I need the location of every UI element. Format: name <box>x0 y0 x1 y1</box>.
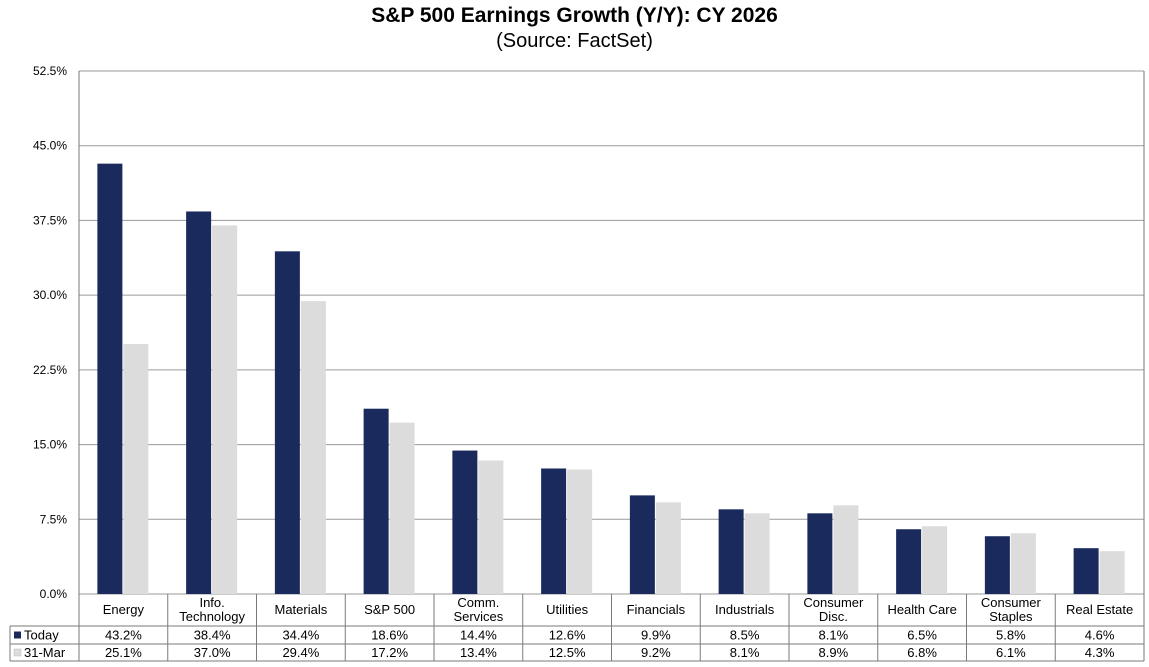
data-label: 34.4% <box>282 628 319 643</box>
bar-31-mar <box>123 343 149 594</box>
data-label: 18.6% <box>371 628 408 643</box>
y-tick-label: 7.5% <box>40 512 68 526</box>
bar-today <box>274 251 300 594</box>
bar-31-mar <box>655 502 681 594</box>
data-label: 8.9% <box>819 645 849 660</box>
bar-today <box>629 495 655 594</box>
bar-31-mar <box>744 513 770 594</box>
legend-swatch <box>13 648 22 657</box>
x-tick-label: Financials <box>627 602 686 617</box>
y-tick-label: 45.0% <box>33 139 67 153</box>
bar-31-mar <box>212 225 238 594</box>
x-tick-label: Services <box>453 609 503 624</box>
bar-today <box>97 163 123 594</box>
data-label: 13.4% <box>460 645 497 660</box>
data-label: 9.2% <box>641 645 671 660</box>
data-label: 29.4% <box>282 645 319 660</box>
x-tick-label: Health Care <box>887 602 956 617</box>
data-label: 5.8% <box>996 628 1026 643</box>
legend-label: 31-Mar <box>24 645 66 660</box>
bar-today <box>1073 548 1099 594</box>
x-tick-label: Comm. <box>457 595 499 610</box>
bar-today <box>718 509 744 594</box>
data-label: 12.5% <box>549 645 586 660</box>
y-tick-label: 22.5% <box>33 363 67 377</box>
data-label: 8.1% <box>730 645 760 660</box>
bar-today <box>363 408 389 594</box>
y-tick-label: 0.0% <box>40 587 68 601</box>
data-label: 17.2% <box>371 645 408 660</box>
legend-label: Today <box>24 628 59 643</box>
data-label: 14.4% <box>460 628 497 643</box>
bar-31-mar <box>389 422 415 594</box>
x-tick-label: Energy <box>103 602 145 617</box>
x-tick-label: Utilities <box>546 602 588 617</box>
x-tick-label: Disc. <box>819 609 848 624</box>
data-label: 4.6% <box>1085 628 1115 643</box>
data-label: 25.1% <box>105 645 142 660</box>
data-label: 9.9% <box>641 628 671 643</box>
bar-today <box>807 513 833 594</box>
data-label: 4.3% <box>1085 645 1115 660</box>
x-tick-label: Real Estate <box>1066 602 1133 617</box>
data-label: 6.5% <box>907 628 937 643</box>
data-label: 12.6% <box>549 628 586 643</box>
bar-31-mar <box>567 469 593 594</box>
x-tick-label: Consumer <box>803 595 864 610</box>
bar-today <box>452 450 478 594</box>
data-label: 6.8% <box>907 645 937 660</box>
x-tick-label: Staples <box>989 609 1033 624</box>
y-tick-label: 30.0% <box>33 288 67 302</box>
x-tick-label: S&P 500 <box>364 602 415 617</box>
data-label: 6.1% <box>996 645 1026 660</box>
y-tick-label: 37.5% <box>33 213 67 227</box>
x-tick-label: Info. <box>199 595 224 610</box>
x-tick-label: Consumer <box>981 595 1042 610</box>
bar-31-mar <box>478 460 504 594</box>
bar-today <box>541 468 567 594</box>
chart-subtitle: (Source: FactSet) <box>496 30 653 52</box>
bar-today <box>186 211 212 594</box>
chart-title: S&P 500 Earnings Growth (Y/Y): CY 2026 <box>371 4 778 27</box>
bar-today <box>984 536 1010 594</box>
x-tick-label: Materials <box>275 602 328 617</box>
data-label: 38.4% <box>194 628 231 643</box>
x-tick-label: Technology <box>179 609 245 624</box>
data-label: 8.1% <box>819 628 849 643</box>
bar-today <box>896 529 922 594</box>
data-label: 37.0% <box>194 645 231 660</box>
data-label: 43.2% <box>105 628 142 643</box>
bar-31-mar <box>833 505 859 594</box>
x-tick-label: Industrials <box>715 602 775 617</box>
legend-swatch <box>14 631 21 639</box>
data-label: 8.5% <box>730 628 760 643</box>
bar-31-mar <box>1010 533 1036 594</box>
y-tick-label: 52.5% <box>33 64 67 78</box>
bar-31-mar <box>922 526 948 594</box>
bar-31-mar <box>300 301 326 594</box>
bar-31-mar <box>1099 551 1125 594</box>
y-tick-label: 15.0% <box>33 438 67 452</box>
